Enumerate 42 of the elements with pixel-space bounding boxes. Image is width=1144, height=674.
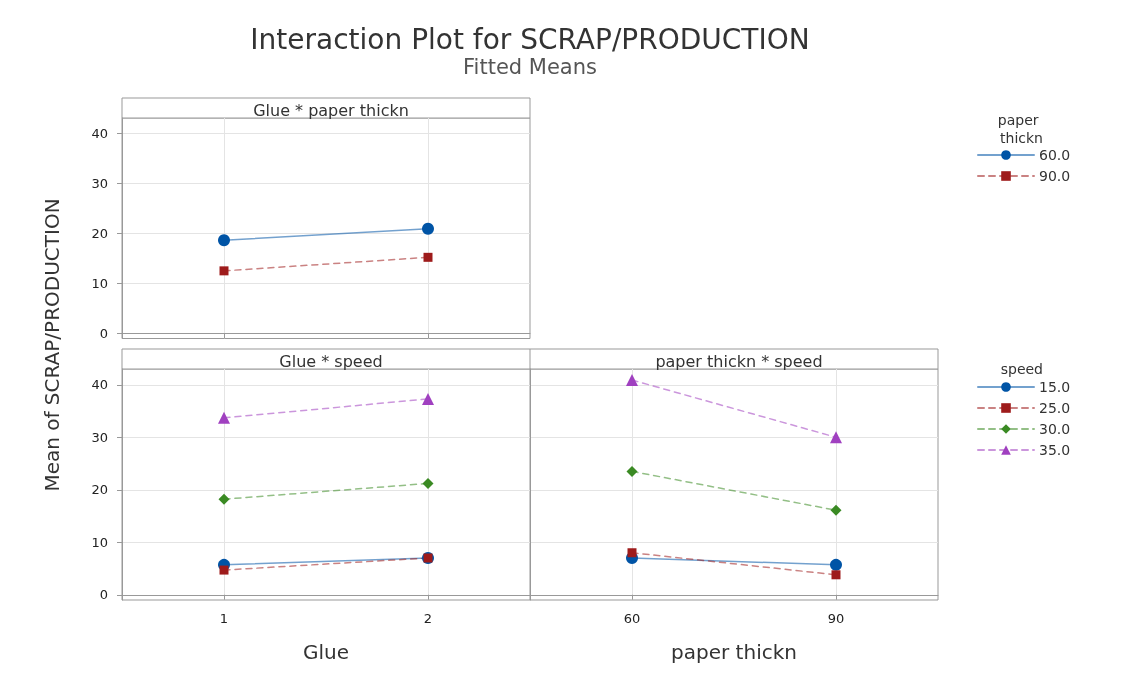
- y-tick-label: 0: [99, 587, 108, 603]
- text: Fitted Means: [463, 54, 597, 79]
- point: [218, 234, 230, 247]
- y-tick-label: 40: [91, 125, 108, 141]
- x-tick-label: 60: [623, 611, 641, 626]
- point: [219, 565, 229, 575]
- x-tick-label: 2: [423, 611, 433, 626]
- x-axis-title: Glue: [302, 640, 350, 664]
- point: [219, 266, 229, 276]
- point: [422, 222, 434, 235]
- y-tick-label: 10: [91, 275, 108, 291]
- y-tick-label: 40: [91, 377, 108, 393]
- legend-label: 25.0: [1039, 400, 1071, 416]
- y-tick-label: 30: [91, 175, 108, 191]
- y-tick-label: 30: [91, 429, 108, 445]
- y-axis-title: Mean of SCRAP/PRODUCTION: [40, 198, 64, 492]
- legend-title: paper thickn: [997, 112, 1043, 146]
- point: [218, 493, 230, 505]
- chart-title: Glue * speed: [279, 351, 383, 371]
- point: [422, 477, 434, 489]
- chart-title: paper thickn * speed: [655, 351, 823, 371]
- legend-title: speed: [1000, 361, 1043, 377]
- legend-label: 35.0: [1039, 442, 1071, 458]
- y-tick-label: 20: [91, 225, 108, 241]
- point: [831, 570, 841, 580]
- point: [626, 465, 638, 477]
- x-axis-title: paper thickn: [671, 640, 797, 664]
- point: [830, 558, 842, 571]
- legend-label: 30.0: [1039, 421, 1071, 437]
- y-tick-label: 0: [99, 326, 108, 341]
- point: [830, 504, 842, 516]
- legend-label: 60.0: [1039, 147, 1071, 163]
- legend-label: 90.0: [1039, 168, 1071, 184]
- point: [423, 252, 433, 262]
- point: [627, 548, 637, 558]
- x-tick-label: 1: [219, 611, 229, 626]
- legend-label: 15.0: [1039, 379, 1071, 395]
- text: Interaction Plot for SCRAP/PRODUCTION: [250, 22, 810, 56]
- chart-title: Glue * paper thickn: [253, 100, 409, 120]
- y-tick-label: 20: [91, 482, 108, 498]
- y-tick-label: 10: [91, 534, 108, 550]
- x-tick-label: 90: [827, 611, 845, 626]
